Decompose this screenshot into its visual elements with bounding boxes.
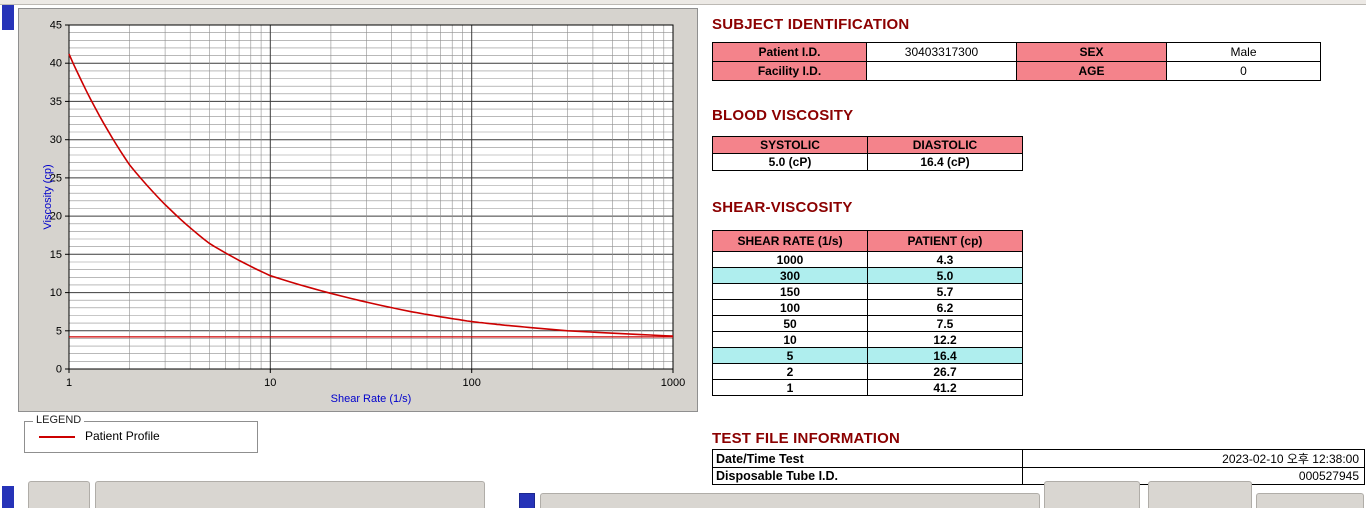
facility-id-value bbox=[866, 61, 1017, 81]
diastolic-label: DIASTOLIC bbox=[867, 136, 1023, 154]
table-row: 1 41.2 bbox=[712, 379, 1023, 396]
svg-text:Shear Rate (1/s): Shear Rate (1/s) bbox=[331, 393, 412, 405]
svg-text:35: 35 bbox=[50, 96, 62, 108]
table-row: 2 26.7 bbox=[712, 363, 1023, 380]
shear-rate-cell: 300 bbox=[712, 267, 868, 284]
svg-text:40: 40 bbox=[50, 58, 62, 70]
taskbar-button[interactable] bbox=[1044, 481, 1140, 508]
shear-rate-cell: 150 bbox=[712, 283, 868, 300]
taskbar-button[interactable] bbox=[95, 481, 485, 508]
viscosity-cell: 26.7 bbox=[867, 363, 1023, 380]
shear-rate-column-header: SHEAR RATE (1/s) bbox=[712, 230, 868, 252]
table-row: 100 6.2 bbox=[712, 299, 1023, 316]
test-file-information-table: Date/Time Test 2023-02-10 오후 12:38:00 Di… bbox=[712, 449, 1365, 485]
shear-rate-cell: 10 bbox=[712, 331, 868, 348]
table-row: Facility I.D. AGE 0 bbox=[712, 61, 1321, 81]
subject-identification-table: Patient I.D. 30403317300 SEX Male Facili… bbox=[712, 42, 1321, 81]
table-row: Disposable Tube I.D. 000527945 bbox=[712, 467, 1365, 485]
table-row: SYSTOLIC DIASTOLIC bbox=[712, 136, 1023, 154]
svg-text:1: 1 bbox=[66, 377, 72, 389]
shear-rate-cell: 1 bbox=[712, 379, 868, 396]
facility-id-label: Facility I.D. bbox=[712, 61, 867, 81]
date-time-test-value: 2023-02-10 오후 12:38:00 bbox=[1022, 449, 1365, 468]
shear-rate-cell: 50 bbox=[712, 315, 868, 332]
table-row: 1000 4.3 bbox=[712, 251, 1023, 268]
table-row-highlight: 5 16.4 bbox=[712, 347, 1023, 364]
date-time-test-label: Date/Time Test bbox=[712, 449, 1023, 468]
taskbar-button-active[interactable] bbox=[519, 493, 535, 508]
age-value: 0 bbox=[1166, 61, 1321, 81]
svg-text:1000: 1000 bbox=[661, 377, 685, 389]
viscosity-cell: 5.7 bbox=[867, 283, 1023, 300]
shear-viscosity-heading: SHEAR-VISCOSITY bbox=[712, 199, 853, 216]
disposable-tube-id-label: Disposable Tube I.D. bbox=[712, 467, 1023, 485]
legend-series-label: Patient Profile bbox=[85, 429, 160, 443]
viscosity-cell: 41.2 bbox=[867, 379, 1023, 396]
diastolic-value: 16.4 (cP) bbox=[867, 153, 1023, 171]
chart-panel: 0 5 10 15 20 25 30 35 40 45 1 10 100 1000 Shear Rate (… bbox=[18, 8, 698, 412]
viscosity-cell: 7.5 bbox=[867, 315, 1023, 332]
table-row-highlight: 300 5.0 bbox=[712, 267, 1023, 284]
window-top-edge bbox=[0, 0, 1366, 5]
viscosity-cell: 12.2 bbox=[867, 331, 1023, 348]
test-file-information-heading: TEST FILE INFORMATION bbox=[712, 430, 901, 447]
window-chrome-blue-bottom-left bbox=[2, 486, 14, 508]
shear-viscosity-table: SHEAR RATE (1/s) PATIENT (cp) 1000 4.3 3… bbox=[712, 230, 1023, 396]
table-row: 10 12.2 bbox=[712, 331, 1023, 348]
subject-identification-heading: SUBJECT IDENTIFICATION bbox=[712, 16, 910, 33]
sex-value: Male bbox=[1166, 42, 1321, 62]
viscosity-chart: 0 5 10 15 20 25 30 35 40 45 1 10 100 1000 Shear Rate (… bbox=[19, 9, 697, 411]
viscosity-cell: 5.0 bbox=[867, 267, 1023, 284]
svg-text:25: 25 bbox=[50, 172, 62, 184]
table-row: Patient I.D. 30403317300 SEX Male bbox=[712, 42, 1321, 62]
blood-viscosity-table: SYSTOLIC DIASTOLIC 5.0 (cP) 16.4 (cP) bbox=[712, 136, 1023, 171]
viscosity-cell: 16.4 bbox=[867, 347, 1023, 364]
svg-text:45: 45 bbox=[50, 20, 62, 32]
table-row: 5.0 (cP) 16.4 (cP) bbox=[712, 153, 1023, 171]
svg-text:5: 5 bbox=[56, 325, 62, 337]
legend-line-sample bbox=[39, 436, 75, 438]
age-label: AGE bbox=[1016, 61, 1167, 81]
taskbar-button[interactable] bbox=[1256, 493, 1364, 508]
systolic-label: SYSTOLIC bbox=[712, 136, 868, 154]
viscosity-cell: 4.3 bbox=[867, 251, 1023, 268]
table-row: Date/Time Test 2023-02-10 오후 12:38:00 bbox=[712, 449, 1365, 468]
patient-id-value: 30403317300 bbox=[866, 42, 1017, 62]
viscosity-cell: 6.2 bbox=[867, 299, 1023, 316]
taskbar-button[interactable] bbox=[540, 493, 1040, 508]
sex-label: SEX bbox=[1016, 42, 1167, 62]
legend-title: LEGEND bbox=[33, 414, 85, 426]
taskbar-button[interactable] bbox=[1148, 481, 1252, 508]
svg-text:10: 10 bbox=[50, 287, 62, 299]
svg-text:20: 20 bbox=[50, 211, 62, 223]
svg-text:15: 15 bbox=[50, 249, 62, 261]
svg-text:100: 100 bbox=[463, 377, 481, 389]
systolic-value: 5.0 (cP) bbox=[712, 153, 868, 171]
shear-rate-cell: 100 bbox=[712, 299, 868, 316]
table-row: 150 5.7 bbox=[712, 283, 1023, 300]
blood-viscosity-heading: BLOOD VISCOSITY bbox=[712, 107, 854, 124]
svg-text:0: 0 bbox=[56, 364, 62, 376]
svg-text:10: 10 bbox=[264, 377, 276, 389]
table-row: 50 7.5 bbox=[712, 315, 1023, 332]
shear-rate-cell: 5 bbox=[712, 347, 868, 364]
window-chrome-blue-top-left bbox=[2, 5, 14, 30]
legend-box: LEGEND Patient Profile bbox=[24, 414, 258, 453]
shear-rate-cell: 1000 bbox=[712, 251, 868, 268]
svg-text:Viscosity (cp): Viscosity (cp) bbox=[42, 164, 54, 229]
taskbar-button[interactable] bbox=[28, 481, 90, 508]
patient-column-header: PATIENT (cp) bbox=[867, 230, 1023, 252]
svg-text:30: 30 bbox=[50, 134, 62, 146]
table-header-row: SHEAR RATE (1/s) PATIENT (cp) bbox=[712, 230, 1023, 252]
patient-id-label: Patient I.D. bbox=[712, 42, 867, 62]
shear-rate-cell: 2 bbox=[712, 363, 868, 380]
